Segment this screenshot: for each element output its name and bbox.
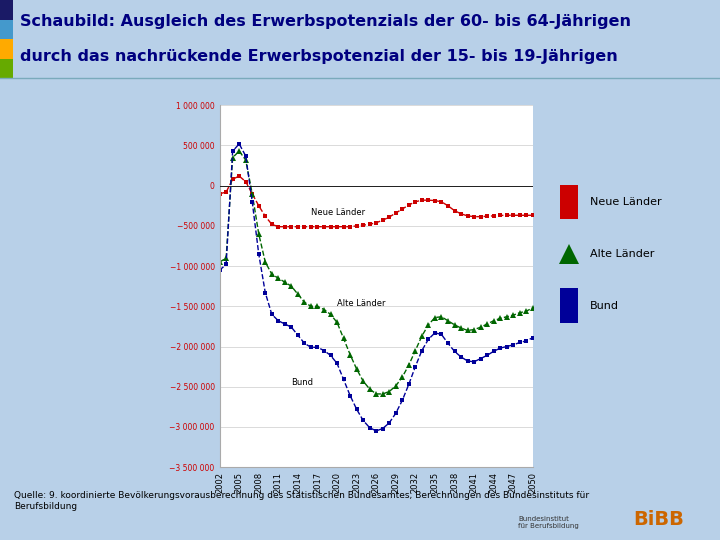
Text: Bund: Bund: [292, 377, 313, 387]
Text: Quelle: 9. koordinierte Bevölkerungsvorausberechnung des Statistischen Bundesamt: Quelle: 9. koordinierte Bevölkerungsvora…: [14, 491, 590, 511]
Text: Schaubild: Ausgleich des Erwerbspotenzials der 60- bis 64-Jährigen: Schaubild: Ausgleich des Erwerbspotenzia…: [20, 15, 631, 29]
Text: durch das nachrückende Erwerbspotenzial der 15- bis 19-Jährigen: durch das nachrückende Erwerbspotenzial …: [20, 49, 618, 64]
Text: Bund: Bund: [590, 301, 619, 310]
Text: Bundesinstitut
für Berufsbildung: Bundesinstitut für Berufsbildung: [518, 516, 579, 529]
FancyBboxPatch shape: [560, 185, 577, 219]
Text: Alte Länder: Alte Länder: [337, 299, 385, 308]
Text: Neue Länder: Neue Länder: [311, 208, 365, 217]
Text: Alte Länder: Alte Länder: [590, 249, 654, 259]
Text: Neue Länder: Neue Länder: [590, 197, 662, 207]
Text: BiBB: BiBB: [634, 510, 685, 529]
FancyBboxPatch shape: [560, 288, 577, 323]
